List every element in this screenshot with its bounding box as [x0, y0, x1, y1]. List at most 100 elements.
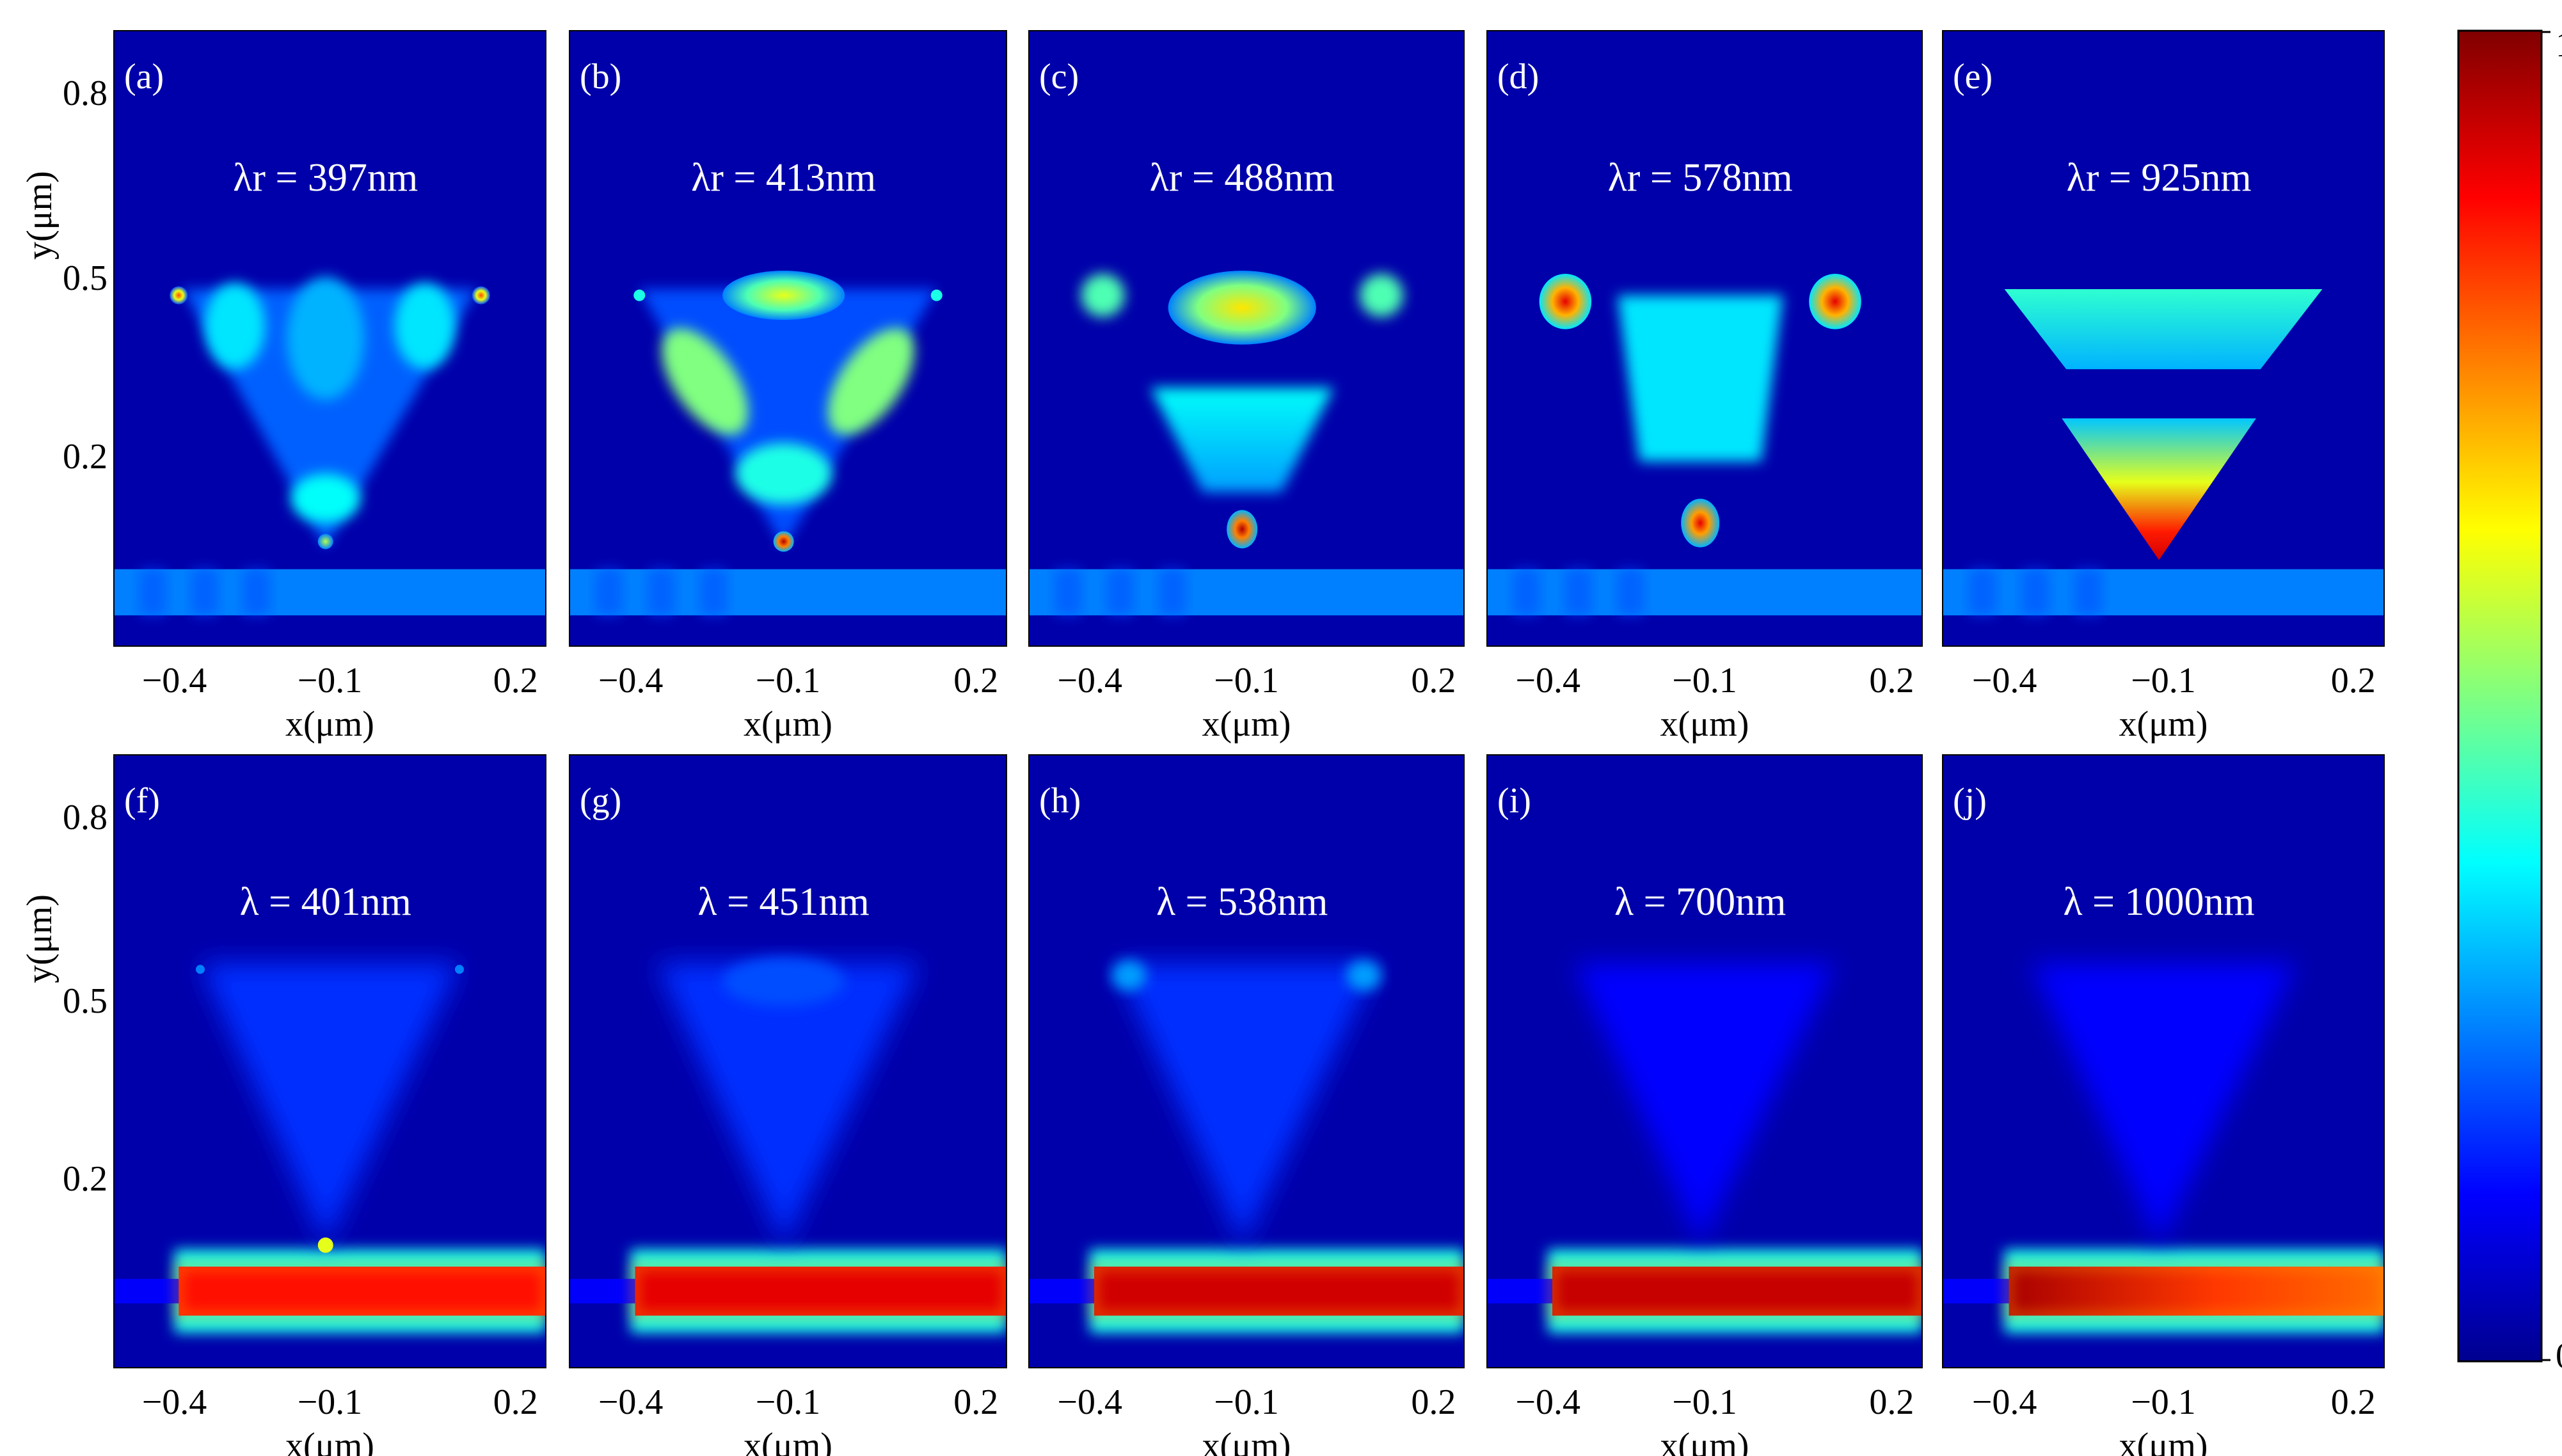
wavelength-label: λr = 925nm	[2067, 156, 2252, 200]
panel-j: (j) λ = 1000nm −0.4 −0.1 0.2 x(μm)	[1942, 754, 2385, 1456]
panels-group: (a) λr = 397nm −0.4 −0.1 0.2 x(μm) 0.8 0.5 0.2 y(…	[20, 30, 2385, 1456]
panel-e: (e) λr = 925nm −0.4 −0.1 0.2 x(μm)	[1942, 30, 2385, 744]
colorbar-ramp	[2457, 29, 2543, 1363]
waveguide-edge	[2006, 1263, 2384, 1318]
x-tick-label: 0.2	[2331, 661, 2376, 700]
panel-letter: (i)	[1497, 781, 1531, 821]
x-tick-label: 0.2	[493, 661, 538, 700]
x-tick-label: −0.1	[298, 661, 363, 700]
panel-h: (h) λ = 538nm −0.4 −0.1 0.2 x(μm)	[1028, 754, 1465, 1456]
panel-frame	[1942, 754, 2385, 1368]
heatmap-field	[1487, 963, 1922, 1333]
lower-lobe	[735, 443, 832, 505]
panel-frame	[1942, 30, 2385, 647]
x-axis-label: x(μm)	[1202, 704, 1291, 744]
y-axis-label: y(μm)	[20, 894, 60, 983]
x-tick-label: 0.2	[2331, 1382, 2376, 1422]
x-tick-label: −0.1	[1672, 1382, 1737, 1422]
top-lobe	[1168, 271, 1316, 345]
x-tick-label: −0.4	[598, 661, 664, 700]
triangle-faint	[656, 963, 919, 1246]
waveguide-edge	[632, 1263, 1007, 1318]
x-tick-label: −0.1	[1214, 1382, 1279, 1422]
panel-frame	[569, 30, 1007, 647]
lower-triangle	[2062, 418, 2256, 560]
y-tick-label: 0.5	[63, 981, 107, 1021]
substrate-ripple	[1159, 569, 1186, 615]
x-tick-label: 0.2	[1411, 661, 1456, 700]
colorbar-min-label: 0	[2556, 1336, 2562, 1376]
x-axis-label: x(μm)	[1202, 1426, 1291, 1456]
tip-hotspot	[196, 965, 205, 974]
wavelength-label: λr = 397nm	[233, 156, 418, 200]
x-tick-label: −0.4	[1057, 1382, 1122, 1422]
wavelength-label: λ = 401nm	[240, 880, 411, 924]
y-axis-label: y(μm)	[20, 171, 60, 260]
substrate-ripple	[700, 569, 727, 615]
substrate-ripple	[139, 569, 166, 615]
corner-lobe	[1111, 960, 1147, 991]
y-tick-label: 0.2	[63, 1159, 107, 1199]
substrate-ripple	[648, 569, 674, 615]
x-axis-label: x(μm)	[2119, 704, 2208, 744]
substrate-band	[114, 569, 546, 615]
x-tick-label: −0.1	[756, 661, 821, 700]
y-tick-label: 0.5	[63, 258, 107, 298]
x-axis-label: x(μm)	[744, 1426, 832, 1456]
heatmap-field	[569, 957, 1007, 1333]
x-axis-label: x(μm)	[744, 704, 832, 744]
waveguide-mode	[635, 1266, 1007, 1316]
panel-frame	[569, 754, 1007, 1368]
heatmap-field	[1029, 960, 1464, 1333]
panel-f: (f) λ = 401nm −0.4 −0.1 0.2 x(μm) 0.8 0.5 0.2 y(μ…	[20, 754, 546, 1456]
substrate-band	[569, 569, 1007, 615]
x-tick-label: −0.4	[1515, 661, 1580, 700]
panel-frame	[1486, 754, 1923, 1368]
tip-hotspot	[455, 965, 464, 974]
triangle-faint	[200, 963, 459, 1246]
side-lobe	[394, 283, 456, 370]
x-tick-label: −0.1	[1214, 661, 1279, 700]
panel-frame	[1486, 30, 1923, 647]
substrate-band	[1029, 569, 1464, 615]
lower-lobe	[290, 473, 360, 523]
colorbar-max-label: 1	[2556, 25, 2562, 65]
heatmap-field	[1943, 963, 2384, 1333]
heatmap-field	[114, 963, 546, 1333]
x-tick-label: −0.1	[2131, 1382, 2196, 1422]
heatmap-field	[1943, 289, 2384, 615]
substrate-ripple	[2022, 569, 2049, 615]
heatmap-field	[114, 276, 546, 615]
x-tick-label: −0.1	[2131, 661, 2196, 700]
x-tick-label: 0.2	[953, 661, 998, 700]
wavelength-label: λr = 413nm	[691, 156, 876, 200]
tip-hotspot	[170, 286, 188, 305]
lower-trapezoid	[1150, 387, 1333, 493]
y-tick-label: 0.8	[63, 74, 107, 113]
x-axis-label: x(μm)	[1660, 1426, 1749, 1456]
triangle-faint	[2031, 963, 2296, 1246]
panel-letter: (j)	[1953, 781, 1987, 821]
x-tick-label: −0.1	[756, 1382, 821, 1422]
panel-letter: (g)	[580, 781, 621, 821]
side-lobe	[827, 328, 914, 435]
tip-hotspot	[472, 286, 490, 305]
heatmap-field	[569, 271, 1007, 615]
bottom-tip-hotspot	[317, 534, 333, 550]
x-tick-label: 0.2	[1411, 1382, 1456, 1422]
x-tick-label: 0.2	[1869, 661, 1914, 700]
panel-frame	[1028, 754, 1465, 1368]
panel-letter: (h)	[1039, 781, 1081, 821]
triangle-faint	[1574, 963, 1835, 1246]
panel-g: (g) λ = 451nm −0.4 −0.1 0.2 x(μm)	[569, 754, 1007, 1456]
upper-band	[2004, 289, 2323, 370]
x-axis-label: x(μm)	[1660, 704, 1749, 744]
substrate-ripple	[1565, 569, 1592, 615]
corner-lobe	[1081, 273, 1125, 317]
substrate-band	[1943, 569, 2384, 615]
wavelength-label: λ = 700nm	[1614, 880, 1786, 924]
wavelength-label: λr = 488nm	[1150, 156, 1335, 200]
top-lobe	[722, 957, 845, 1006]
panel-letter: (e)	[1953, 57, 1993, 97]
